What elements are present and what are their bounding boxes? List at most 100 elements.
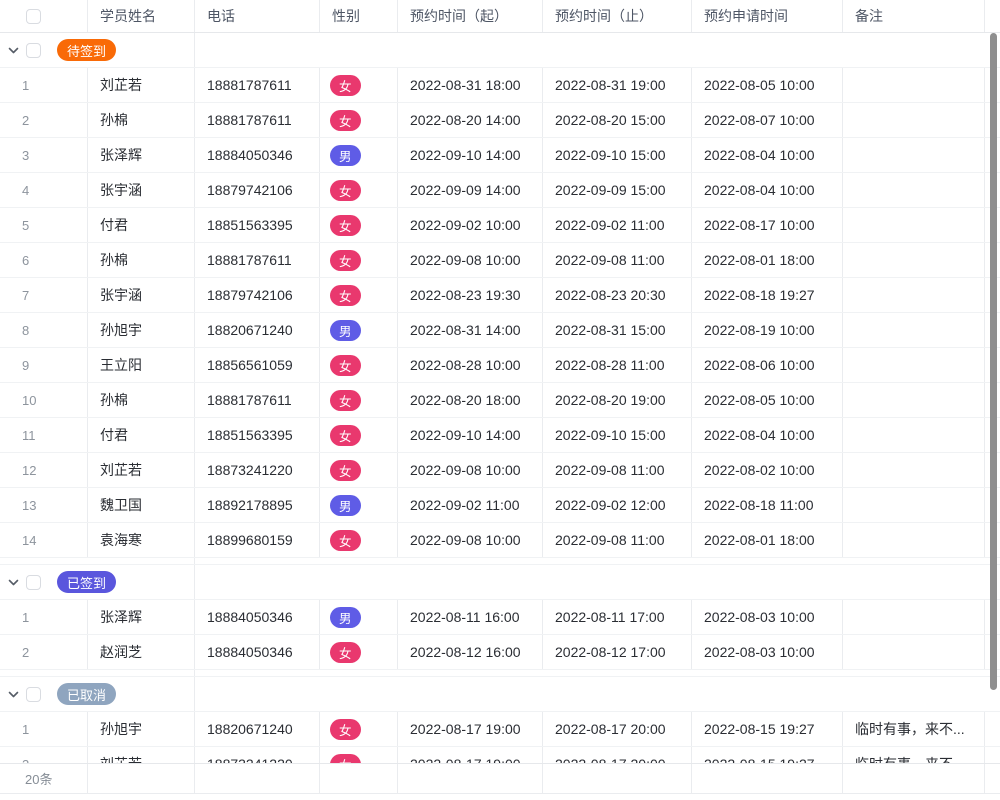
- cell-name: 张宇涵: [88, 173, 195, 207]
- cell-remark: [843, 453, 985, 487]
- cell-remark: [843, 68, 985, 102]
- chevron-down-icon[interactable]: [7, 44, 20, 57]
- table-row[interactable]: 13 魏卫国 18892178895 男 2022-09-02 11:00 2022-09…: [0, 488, 1000, 523]
- cell-remark: [843, 348, 985, 382]
- cell-phone: 18881787611: [195, 103, 320, 137]
- cell-start: 2022-08-17 19:00: [398, 712, 543, 746]
- column-header-label: 预约申请时间: [704, 8, 788, 24]
- table-row[interactable]: 8 孙旭宇 18820671240 男 2022-08-31 14:00 2022-08-…: [0, 313, 1000, 348]
- table-row[interactable]: 9 王立阳 18856561059 女 2022-08-28 10:00 2022-08-…: [0, 348, 1000, 383]
- cell-gender: 女: [320, 523, 398, 557]
- cell-remark: [843, 635, 985, 669]
- cell-phone: 18884050346: [195, 138, 320, 172]
- cell-index: 2: [0, 747, 88, 763]
- cell-gender: 女: [320, 453, 398, 487]
- cell-start: 2022-09-08 10:00: [398, 243, 543, 277]
- group-spacer: [0, 670, 1000, 677]
- cell-remark: [843, 138, 985, 172]
- gender-badge: 女: [330, 109, 361, 131]
- table-row[interactable]: 12 刘芷若 18873241220 女 2022-09-08 10:00 2022-09…: [0, 453, 1000, 488]
- cell-index: 1: [0, 712, 88, 746]
- cell-end: 2022-09-02 11:00: [543, 208, 692, 242]
- group-header-cell: 已取消: [0, 677, 195, 711]
- cell-applied: 2022-08-05 10:00: [692, 383, 843, 417]
- group-header-cell: 已签到: [0, 565, 195, 599]
- gender-badge: 女: [330, 354, 361, 376]
- gender-badge: 女: [330, 424, 361, 446]
- gender-badge: 女: [330, 529, 361, 551]
- cell-end: 2022-09-10 15:00: [543, 418, 692, 452]
- group-spacer-cell: [0, 558, 195, 564]
- cell-start: 2022-08-28 10:00: [398, 348, 543, 382]
- table-footer: 20条: [0, 763, 1000, 794]
- group-header-row[interactable]: 已取消: [0, 677, 1000, 712]
- cell-end: 2022-08-31 15:00: [543, 313, 692, 347]
- group-header-row[interactable]: 已签到: [0, 565, 1000, 600]
- cell-start: 2022-09-09 14:00: [398, 173, 543, 207]
- cell-gender: 女: [320, 103, 398, 137]
- cell-remark: [843, 523, 985, 557]
- cell-name: 刘芷若: [88, 453, 195, 487]
- column-header-label: 预约时间（起）: [410, 8, 508, 24]
- table-row[interactable]: 14 袁海寒 18899680159 女 2022-09-08 10:00 2022-09…: [0, 523, 1000, 558]
- cell-gender: 男: [320, 600, 398, 634]
- vertical-scrollbar-thumb[interactable]: [990, 33, 997, 690]
- table-row[interactable]: 10 孙棉 18881787611 女 2022-08-20 18:00 2022-08-…: [0, 383, 1000, 418]
- cell-index: 11: [0, 418, 88, 452]
- cell-index: 10: [0, 383, 88, 417]
- cell-name: 赵润芝: [88, 635, 195, 669]
- cell-index: 8: [0, 313, 88, 347]
- table-row[interactable]: 2 赵润芝 18884050346 女 2022-08-12 16:00 2022-08-…: [0, 635, 1000, 670]
- table-row[interactable]: 3 张泽辉 18884050346 男 2022-09-10 14:00 2022-09-…: [0, 138, 1000, 173]
- column-header-end: 预约时间（止）: [543, 0, 692, 32]
- cell-end: 2022-09-08 11:00: [543, 523, 692, 557]
- cell-index: 3: [0, 138, 88, 172]
- cell-start: 2022-08-31 14:00: [398, 313, 543, 347]
- column-header-start: 预约时间（起）: [398, 0, 543, 32]
- vertical-scrollbar-track[interactable]: [985, 33, 1000, 763]
- table-row[interactable]: 4 张宇涵 18879742106 女 2022-09-09 14:00 2022-09-…: [0, 173, 1000, 208]
- cell-index: 1: [0, 600, 88, 634]
- group-select-checkbox[interactable]: [26, 574, 41, 590]
- select-all-checkbox[interactable]: [26, 8, 41, 24]
- table-row[interactable]: 1 张泽辉 18884050346 男 2022-08-11 16:00 2022-08-…: [0, 600, 1000, 635]
- cell-gender: 女: [320, 418, 398, 452]
- column-header-label: 电话: [207, 8, 235, 24]
- cell-start: 2022-08-20 18:00: [398, 383, 543, 417]
- cell-phone: 18879742106: [195, 173, 320, 207]
- group-spacer: [0, 558, 1000, 565]
- chevron-down-icon[interactable]: [7, 688, 20, 701]
- table-row[interactable]: 11 付君 18851563395 女 2022-09-10 14:00 2022-09-…: [0, 418, 1000, 453]
- cell-index: 6: [0, 243, 88, 277]
- group-status-badge: 已取消: [57, 683, 117, 705]
- cell-applied: 2022-08-01 18:00: [692, 243, 843, 277]
- group-header-row[interactable]: 待签到: [0, 33, 1000, 68]
- cell-end: 2022-08-20 19:00: [543, 383, 692, 417]
- cell-end: 2022-09-02 12:00: [543, 488, 692, 522]
- table-row[interactable]: 2 孙棉 18881787611 女 2022-08-20 14:00 2022-08-2…: [0, 103, 1000, 138]
- table-row[interactable]: 1 孙旭宇 18820671240 女 2022-08-17 19:00 2022-08-…: [0, 712, 1000, 747]
- cell-gender: 男: [320, 313, 398, 347]
- cell-applied: 2022-08-05 10:00: [692, 68, 843, 102]
- group-select-checkbox[interactable]: [26, 686, 41, 702]
- cell-index: 13: [0, 488, 88, 522]
- cell-applied: 2022-08-03 10:00: [692, 600, 843, 634]
- chevron-down-icon[interactable]: [7, 576, 20, 589]
- cell-phone: 18892178895: [195, 488, 320, 522]
- table-row[interactable]: 7 张宇涵 18879742106 女 2022-08-23 19:30 2022-08-…: [0, 278, 1000, 313]
- gender-badge: 男: [330, 606, 361, 628]
- gender-badge: 女: [330, 459, 361, 481]
- cell-end: 2022-08-11 17:00: [543, 600, 692, 634]
- table-row[interactable]: 1 刘芷若 18881787611 女 2022-08-31 18:00 2022-08-…: [0, 68, 1000, 103]
- cell-remark: [843, 600, 985, 634]
- group-status-badge: 已签到: [57, 571, 117, 593]
- group-select-checkbox[interactable]: [26, 42, 41, 58]
- cell-start: 2022-09-02 10:00: [398, 208, 543, 242]
- cell-phone: 18884050346: [195, 635, 320, 669]
- cell-applied: 2022-08-15 19:27: [692, 747, 843, 763]
- cell-name: 张泽辉: [88, 600, 195, 634]
- table-row[interactable]: 5 付君 18851563395 女 2022-09-02 10:00 2022-09-0…: [0, 208, 1000, 243]
- table-row[interactable]: 6 孙棉 18881787611 女 2022-09-08 10:00 2022-09-0…: [0, 243, 1000, 278]
- group-header-rest: [195, 565, 1000, 599]
